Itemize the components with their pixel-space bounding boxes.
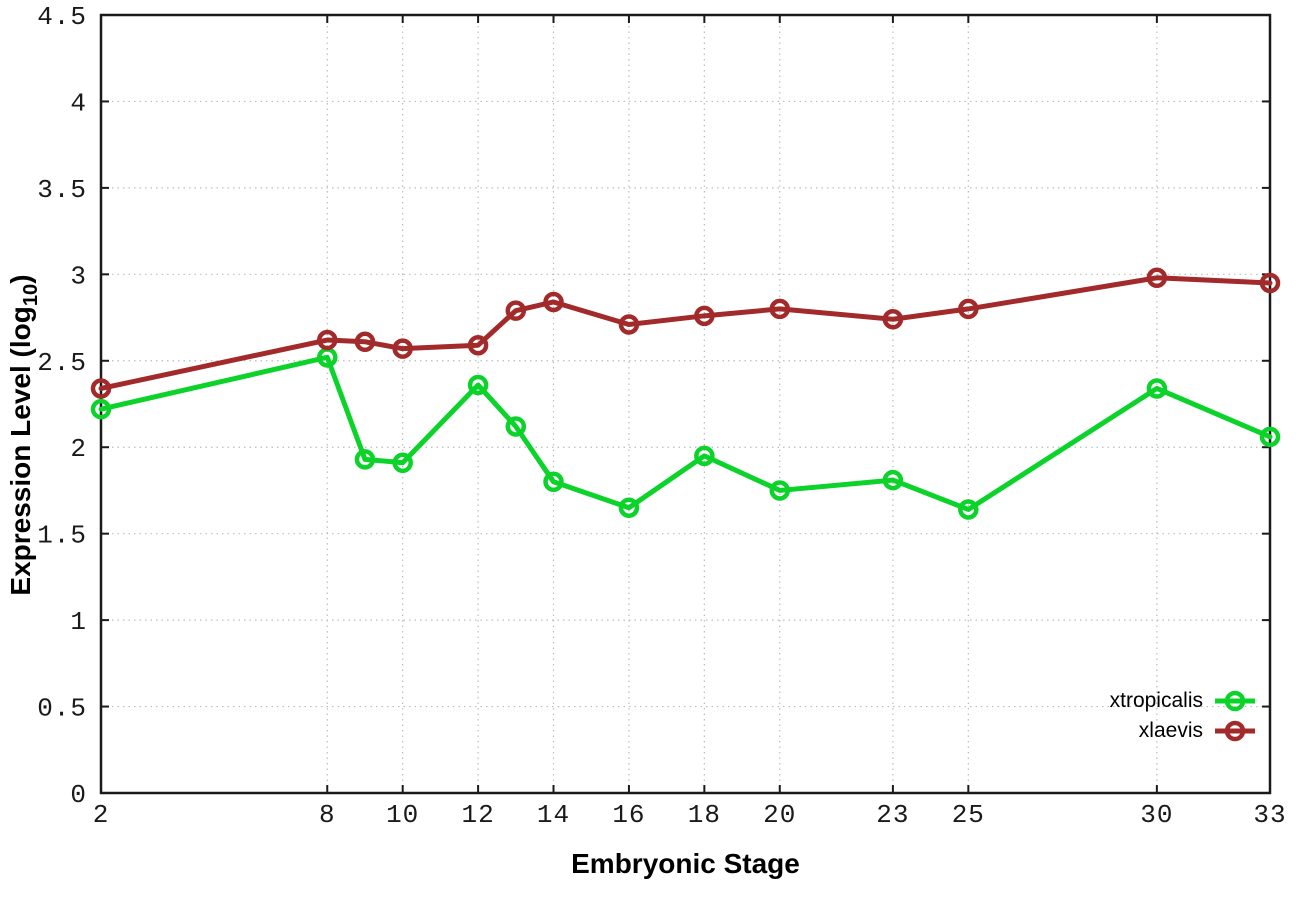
svg-text:2.5: 2.5	[37, 348, 87, 378]
svg-text:10: 10	[386, 800, 419, 830]
svg-text:4.5: 4.5	[37, 2, 87, 32]
legend-label-xtropicalis: xtropicalis	[1109, 689, 1203, 712]
data-point-xlaevis-stage-14	[543, 291, 564, 313]
series-xlaevis	[90, 267, 1281, 399]
data-point-xlaevis-stage-33	[1259, 272, 1281, 294]
data-point-xtropicalis-stage-30	[1146, 378, 1168, 399]
svg-text:30: 30	[1140, 800, 1173, 830]
data-point-xlaevis-stage-23	[882, 309, 904, 330]
data-point-xtropicalis-stage-12	[467, 374, 489, 396]
data-point-xtropicalis-stage-25	[958, 499, 979, 520]
data-point-xlaevis-stage-30	[1146, 267, 1168, 289]
svg-text:33: 33	[1253, 800, 1286, 830]
data-point-xlaevis-stage-25	[958, 298, 979, 320]
data-point-xtropicalis-stage-14	[543, 471, 564, 493]
svg-text:1.5: 1.5	[37, 521, 87, 551]
series-xtropicalis	[90, 347, 1281, 520]
svg-text:0: 0	[70, 780, 87, 810]
data-point-xtropicalis-stage-10	[392, 452, 413, 474]
data-point-xtropicalis-stage-18	[694, 445, 715, 467]
svg-text:25: 25	[952, 800, 985, 830]
data-point-xtropicalis-stage-20	[769, 480, 791, 501]
svg-text:23: 23	[876, 800, 909, 830]
svg-text:8: 8	[319, 800, 336, 830]
data-point-xlaevis-stage-8	[317, 329, 338, 351]
svg-text:18: 18	[688, 800, 721, 830]
y-axis-title: Expression Level (log10)	[5, 274, 43, 595]
data-point-xtropicalis-stage-16	[618, 497, 640, 518]
y-axis-title-subscript: 10	[19, 283, 42, 307]
y-axis-title-suffix: )	[5, 274, 37, 284]
data-point-xlaevis-stage-12	[467, 334, 489, 356]
legend-marker-xtropicalis	[1215, 690, 1255, 712]
svg-text:14: 14	[537, 800, 570, 830]
y-axis-title-text: Expression Level (log	[5, 306, 37, 596]
x-axis-title: Embryonic Stage	[571, 848, 800, 879]
data-point-xlaevis-stage-18	[694, 305, 715, 327]
svg-text:20: 20	[763, 800, 796, 830]
legend-item-xtropicalis: xtropicalis	[1110, 686, 1258, 716]
legend-item-xlaevis: xlaevis	[1139, 716, 1258, 746]
data-point-xlaevis-stage-2	[90, 378, 112, 399]
svg-text:0.5: 0.5	[37, 694, 87, 724]
x-tick-labels: 2 8 10 12 14 16 18 20 23 25 30 33	[93, 800, 1286, 830]
data-point-xlaevis-stage-20	[769, 298, 791, 320]
svg-text:2: 2	[93, 800, 110, 830]
data-point-xtropicalis-stage-13	[505, 416, 527, 437]
data-point-xlaevis-stage-13	[505, 300, 527, 321]
svg-text:16: 16	[612, 800, 645, 830]
legend-label-xlaevis: xlaevis	[1138, 719, 1203, 742]
gridlines	[101, 15, 1270, 793]
svg-text:2: 2	[70, 434, 87, 464]
legend-marker-xlaevis	[1215, 720, 1255, 742]
y-tick-labels: 0 0.5 1 1.5 2 2.5 3 3.5 4 4.5	[37, 2, 87, 810]
data-point-xtropicalis-stage-33	[1259, 426, 1281, 448]
svg-text:3: 3	[70, 261, 87, 291]
svg-text:1: 1	[70, 607, 87, 637]
axis-ticks	[100, 14, 1271, 794]
data-point-xlaevis-stage-10	[392, 338, 413, 359]
svg-text:4: 4	[70, 88, 87, 118]
legend: xtropicalis xlaevis	[1110, 686, 1258, 746]
svg-text:12: 12	[461, 800, 494, 830]
data-point-xtropicalis-stage-9	[354, 449, 376, 470]
svg-text:3.5: 3.5	[37, 175, 87, 205]
plot-border	[99, 13, 1272, 795]
data-point-xtropicalis-stage-2	[90, 398, 112, 420]
data-point-xlaevis-stage-16	[618, 314, 640, 335]
data-point-xtropicalis-stage-23	[882, 469, 904, 491]
data-point-xlaevis-stage-9	[354, 331, 376, 353]
